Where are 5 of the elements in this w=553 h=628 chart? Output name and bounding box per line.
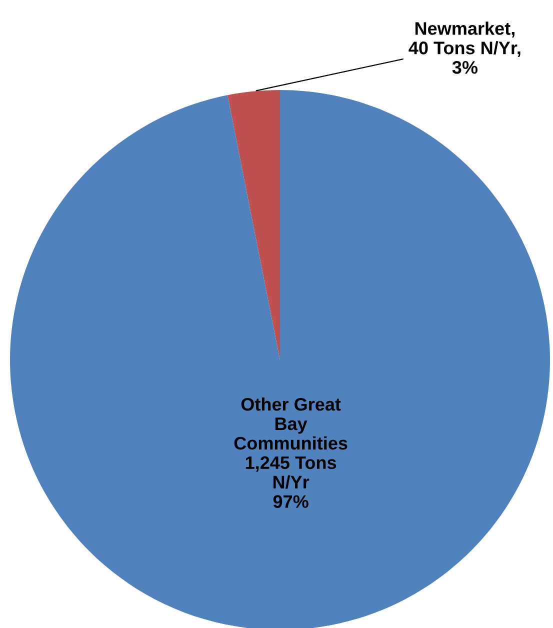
slice-label: Other Great Bay Communities bbox=[234, 397, 348, 450]
pie-slice bbox=[228, 90, 280, 360]
data-label: 1,245 Tons N/Yr 97% bbox=[246, 456, 336, 508]
pie-slice bbox=[10, 90, 550, 628]
slice-label: Newmarket, 40 Tons N/Yr, 3% bbox=[408, 22, 520, 74]
